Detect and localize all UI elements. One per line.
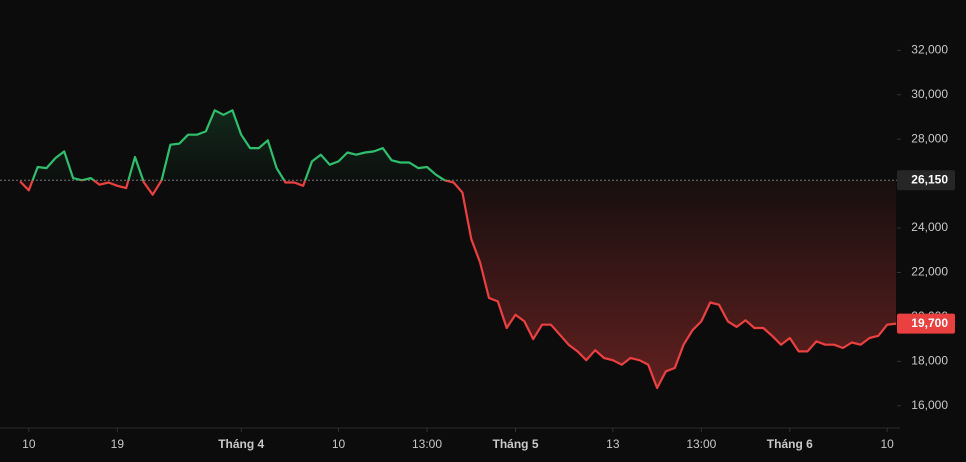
y-tick-label: 24,000 (911, 220, 948, 234)
y-tick-label: 28,000 (911, 131, 948, 145)
x-tick-label: 13 (606, 437, 620, 451)
y-tick-label: 22,000 (911, 265, 948, 279)
x-tick-label: 19 (111, 437, 125, 451)
x-tick-label: Tháng 4 (218, 437, 264, 451)
baseline-label: 26,150 (911, 172, 948, 186)
y-tick-label: 32,000 (911, 42, 948, 56)
x-tick-label: 10 (22, 437, 36, 451)
baseline-label-box (897, 170, 955, 191)
x-tick-label: Tháng 6 (767, 437, 813, 451)
last-label-box (897, 313, 955, 334)
x-tick-label: 13:00 (412, 437, 442, 451)
y-tick-label: 16,000 (911, 398, 948, 412)
x-tick-label: Tháng 5 (493, 437, 539, 451)
x-tick-label: 13:00 (686, 437, 716, 451)
x-tick-label: 10 (332, 437, 346, 451)
area-fill (20, 110, 896, 389)
last-label: 19,700 (911, 316, 948, 330)
y-tick-label: 30,000 (911, 87, 948, 101)
x-tick-label: 10 (880, 437, 894, 451)
y-tick-label: 18,000 (911, 354, 948, 368)
price-line (19, 109, 897, 390)
